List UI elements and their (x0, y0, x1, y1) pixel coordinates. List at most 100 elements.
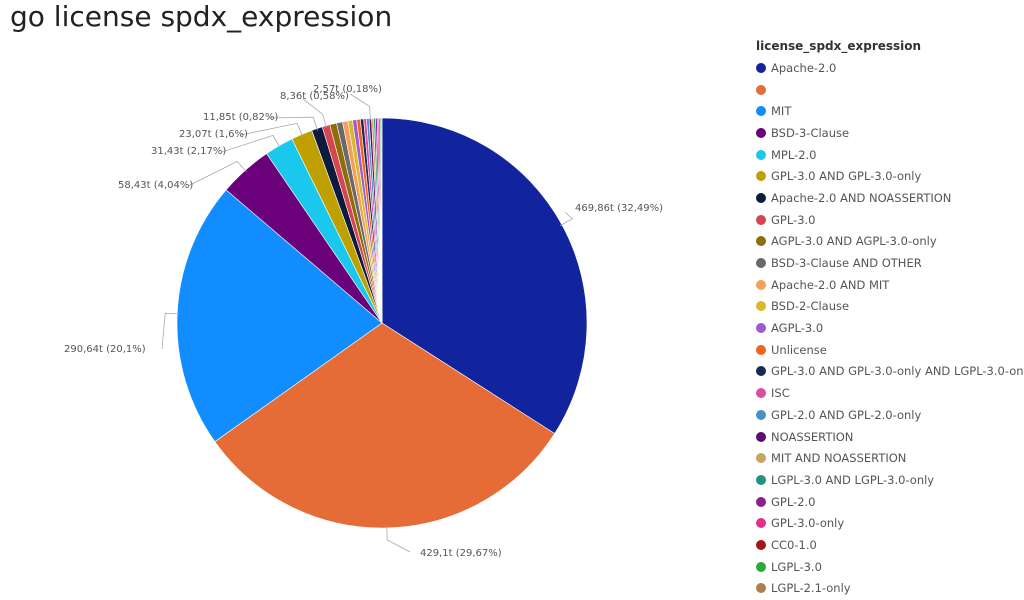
legend-swatch-icon (756, 453, 766, 464)
pie-data-labels: 469,86t (32,49%) 429,1t (29,67%) 290,64t (… (64, 84, 663, 559)
legend: license_spdx_expression Apache-2.0 MIT BSD… (756, 38, 1024, 600)
legend-item[interactable]: LGPL-3.0 (756, 556, 1018, 578)
legend-label: NOASSERTION (771, 429, 854, 444)
chart-title: go license spdx_expression (10, 0, 393, 33)
legend-item[interactable]: MPL-2.0 (756, 144, 1018, 166)
data-label: 11,85t (0,82%) (203, 112, 278, 123)
legend-item[interactable]: AGPL-3.0 (756, 317, 1018, 339)
legend-item[interactable]: GPL-2.0 (756, 491, 1018, 513)
leader-line (161, 312, 180, 350)
legend-swatch-icon (756, 518, 766, 529)
leader-line (187, 161, 247, 187)
leader-line (267, 116, 318, 131)
legend-swatch-icon (756, 149, 766, 160)
legend-item[interactable]: Apache-2.0 (756, 57, 1018, 79)
legend-label: BSD-3-Clause (771, 125, 850, 140)
legend-swatch-icon (756, 106, 766, 117)
leader-line (240, 122, 303, 137)
legend-item[interactable]: GPL-3.0-only (756, 512, 1018, 534)
legend-items: Apache-2.0 MIT BSD-3-Clause MPL-2.0 GPL-3.0 … (756, 57, 1024, 600)
legend-label: BSD-3-Clause AND OTHER (771, 256, 922, 271)
legend-label: GPL-2.0 (771, 494, 816, 509)
data-label: 31,43t (2,17%) (151, 146, 226, 157)
legend-label: GPL-3.0 AND GPL-3.0-only AND LGPL-3.0-on… (771, 364, 1024, 379)
pie-slices (176, 117, 588, 529)
legend-label: GPL-2.0 AND GPL-2.0-only (771, 407, 922, 422)
legend-item[interactable]: GPL-3.0 AND GPL-3.0-only (756, 165, 1018, 187)
legend-swatch-icon (756, 279, 766, 290)
data-label: 8,36t (0,58%) (280, 91, 349, 102)
legend-swatch-icon (756, 561, 766, 572)
legend-label: MIT AND NOASSERTION (771, 451, 907, 466)
legend-label: GPL-3.0-only (771, 516, 845, 531)
legend-item[interactable]: Unlicense (756, 339, 1018, 361)
legend-swatch-icon (756, 214, 766, 225)
legend-swatch-icon (756, 474, 766, 485)
legend-item[interactable]: MIT AND NOASSERTION (756, 447, 1018, 469)
legend-swatch-icon (756, 171, 766, 182)
data-label: 429,1t (29,67%) (420, 548, 502, 559)
legend-label: GPL-3.0 AND GPL-3.0-only (771, 169, 922, 184)
legend-label: Apache-2.0 AND MIT (771, 277, 890, 292)
leader-line (349, 93, 371, 121)
data-label: 23,07t (1,6%) (179, 129, 248, 140)
legend-label: GPL-3.0 (771, 212, 816, 227)
legend-swatch-icon (756, 84, 766, 95)
legend-swatch-icon (756, 301, 766, 312)
legend-item[interactable]: BSD-3-Clause AND OTHER (756, 252, 1018, 274)
legend-item[interactable]: AGPL-3.0 AND AGPL-3.0-only (756, 231, 1018, 253)
data-label: 2,57t (0,18%) (313, 84, 382, 95)
legend-swatch-icon (756, 236, 766, 247)
legend-label: AGPL-3.0 AND AGPL-3.0-only (771, 234, 937, 249)
legend-swatch-icon (756, 539, 766, 550)
legend-swatch-icon (756, 62, 766, 73)
legend-item[interactable]: BSD-3-Clause (756, 122, 1018, 144)
legend-item[interactable]: Apache-2.0 AND MIT (756, 274, 1018, 296)
legend-swatch-icon (756, 258, 766, 269)
legend-item[interactable]: NOASSERTION (756, 426, 1018, 448)
legend-label: ISC (771, 386, 790, 401)
legend-label: LGPL-3.0 AND LGPL-3.0-only (771, 472, 935, 487)
legend-swatch-icon (756, 323, 766, 334)
legend-item[interactable]: CC0-1.0 (756, 534, 1018, 556)
legend-label: Apache-2.0 AND NOASSERTION (771, 190, 952, 205)
legend-label: CC0-1.0 (771, 537, 817, 552)
legend-item[interactable]: ISC (756, 382, 1018, 404)
pie-slice[interactable] (380, 117, 383, 324)
legend-item[interactable] (756, 79, 1018, 101)
legend-label: Apache-2.0 (771, 60, 837, 75)
data-label: 469,86t (32,49%) (575, 203, 663, 214)
leader-line (302, 98, 327, 128)
legend-item[interactable]: LGPL-3.0 AND LGPL-3.0-only (756, 469, 1018, 491)
legend-swatch-icon (756, 344, 766, 355)
legend-item[interactable]: LGPL-2.1-only (756, 578, 1018, 600)
legend-item[interactable]: GPL-2.0 AND GPL-2.0-only (756, 404, 1018, 426)
legend-label: AGPL-3.0 (771, 321, 824, 336)
legend-item[interactable]: MIT (756, 100, 1018, 122)
legend-swatch-icon (756, 127, 766, 138)
legend-swatch-icon (756, 192, 766, 203)
legend-swatch-icon (756, 409, 766, 420)
legend-swatch-icon (756, 388, 766, 399)
legend-item[interactable]: Apache-2.0 AND NOASSERTION (756, 187, 1018, 209)
leader-line (386, 525, 411, 553)
legend-swatch-icon (756, 366, 766, 377)
legend-swatch-icon (756, 496, 766, 507)
legend-label: Unlicense (771, 342, 827, 357)
legend-swatch-icon (756, 583, 766, 594)
legend-label: BSD-2-Clause (771, 299, 850, 314)
legend-title: license_spdx_expression (756, 39, 922, 53)
legend-swatch-icon (756, 431, 766, 442)
legend-item[interactable]: GPL-3.0 (756, 209, 1018, 231)
legend-label: LGPL-3.0 (771, 559, 822, 574)
leader-line (559, 211, 574, 226)
legend-label: LGPL-2.1-only (771, 581, 851, 596)
legend-label: MIT (771, 104, 792, 119)
legend-item[interactable]: GPL-3.0 AND GPL-3.0-only AND LGPL-3.0-on… (756, 361, 1024, 383)
legend-item[interactable]: BSD-2-Clause (756, 296, 1018, 318)
legend-label: MPL-2.0 (771, 147, 817, 162)
data-label: 58,43t (4,04%) (118, 180, 193, 191)
leader-line (221, 134, 281, 153)
data-label: 290,64t (20,1%) (64, 344, 146, 355)
